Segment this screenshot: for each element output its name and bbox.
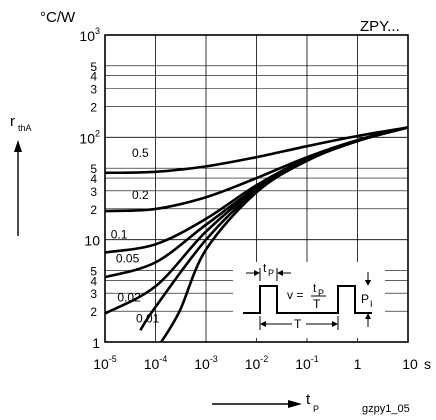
y-minor-tick-label: 5 bbox=[90, 264, 97, 278]
formula-denominator: T bbox=[313, 297, 321, 311]
duty-cycle-inset: t P v = t P T T P I bbox=[233, 261, 385, 338]
x-tick-label: 10-4 bbox=[144, 354, 168, 372]
x-tick-label: 10-2 bbox=[245, 354, 269, 372]
y-tick-label: 1 bbox=[92, 335, 100, 351]
y-tick-label: 10 bbox=[84, 233, 100, 249]
curve-label: 0.5 bbox=[132, 146, 149, 160]
x-tick-label: 1 bbox=[354, 356, 362, 372]
tp-label-sub: P bbox=[268, 268, 274, 278]
footnote: gzpy1_05 bbox=[362, 403, 410, 415]
curve-label: 0.01 bbox=[136, 312, 160, 326]
svg-text:P: P bbox=[313, 404, 319, 414]
y-minor-tick-label: 5 bbox=[90, 60, 97, 74]
y-minor-tick-label: 5 bbox=[90, 162, 97, 176]
x-tick-label: 10-5 bbox=[93, 354, 117, 372]
y-minor-tick-label: 3 bbox=[90, 287, 97, 301]
y-minor-tick-label: 3 bbox=[90, 83, 97, 97]
x-tick-label: 10 bbox=[402, 356, 418, 372]
chart-title: ZPY... bbox=[360, 18, 400, 35]
curve-label: 0.05 bbox=[116, 251, 140, 265]
period-label: T bbox=[294, 317, 302, 331]
y-minor-tick-label: 3 bbox=[90, 185, 97, 199]
pi-label: P bbox=[361, 292, 369, 306]
curve-label: 0.02 bbox=[117, 290, 141, 304]
y-axis-arrow bbox=[14, 140, 22, 236]
x-axis-ticks: 10-5 10-4 10-3 10-2 10-1 1 10 bbox=[93, 354, 418, 372]
svg-text:thA: thA bbox=[18, 123, 32, 133]
svg-text:t: t bbox=[306, 391, 311, 408]
curve-label: 0.2 bbox=[132, 188, 149, 202]
pi-label-sub: I bbox=[370, 299, 373, 309]
y-minor-tick-label: 2 bbox=[90, 203, 97, 217]
y-tick-label: 103 bbox=[79, 26, 100, 44]
formula-lhs: v = bbox=[287, 288, 303, 302]
x-axis-arrow bbox=[212, 400, 302, 408]
x-axis-label: t P bbox=[306, 391, 319, 414]
x-tick-label: 10-3 bbox=[194, 354, 218, 372]
y-minor-tick-label: 2 bbox=[90, 101, 97, 115]
x-unit-label: s bbox=[424, 356, 431, 372]
svg-text:r: r bbox=[10, 113, 15, 130]
y-tick-label: 102 bbox=[79, 128, 100, 146]
y-minor-tick-label: 2 bbox=[90, 305, 97, 319]
curve-label: 0.1 bbox=[111, 227, 128, 241]
y-unit-label: °C/W bbox=[40, 9, 76, 26]
y-axis-label: r thA bbox=[10, 113, 32, 133]
x-tick-label: 10-1 bbox=[295, 354, 319, 372]
